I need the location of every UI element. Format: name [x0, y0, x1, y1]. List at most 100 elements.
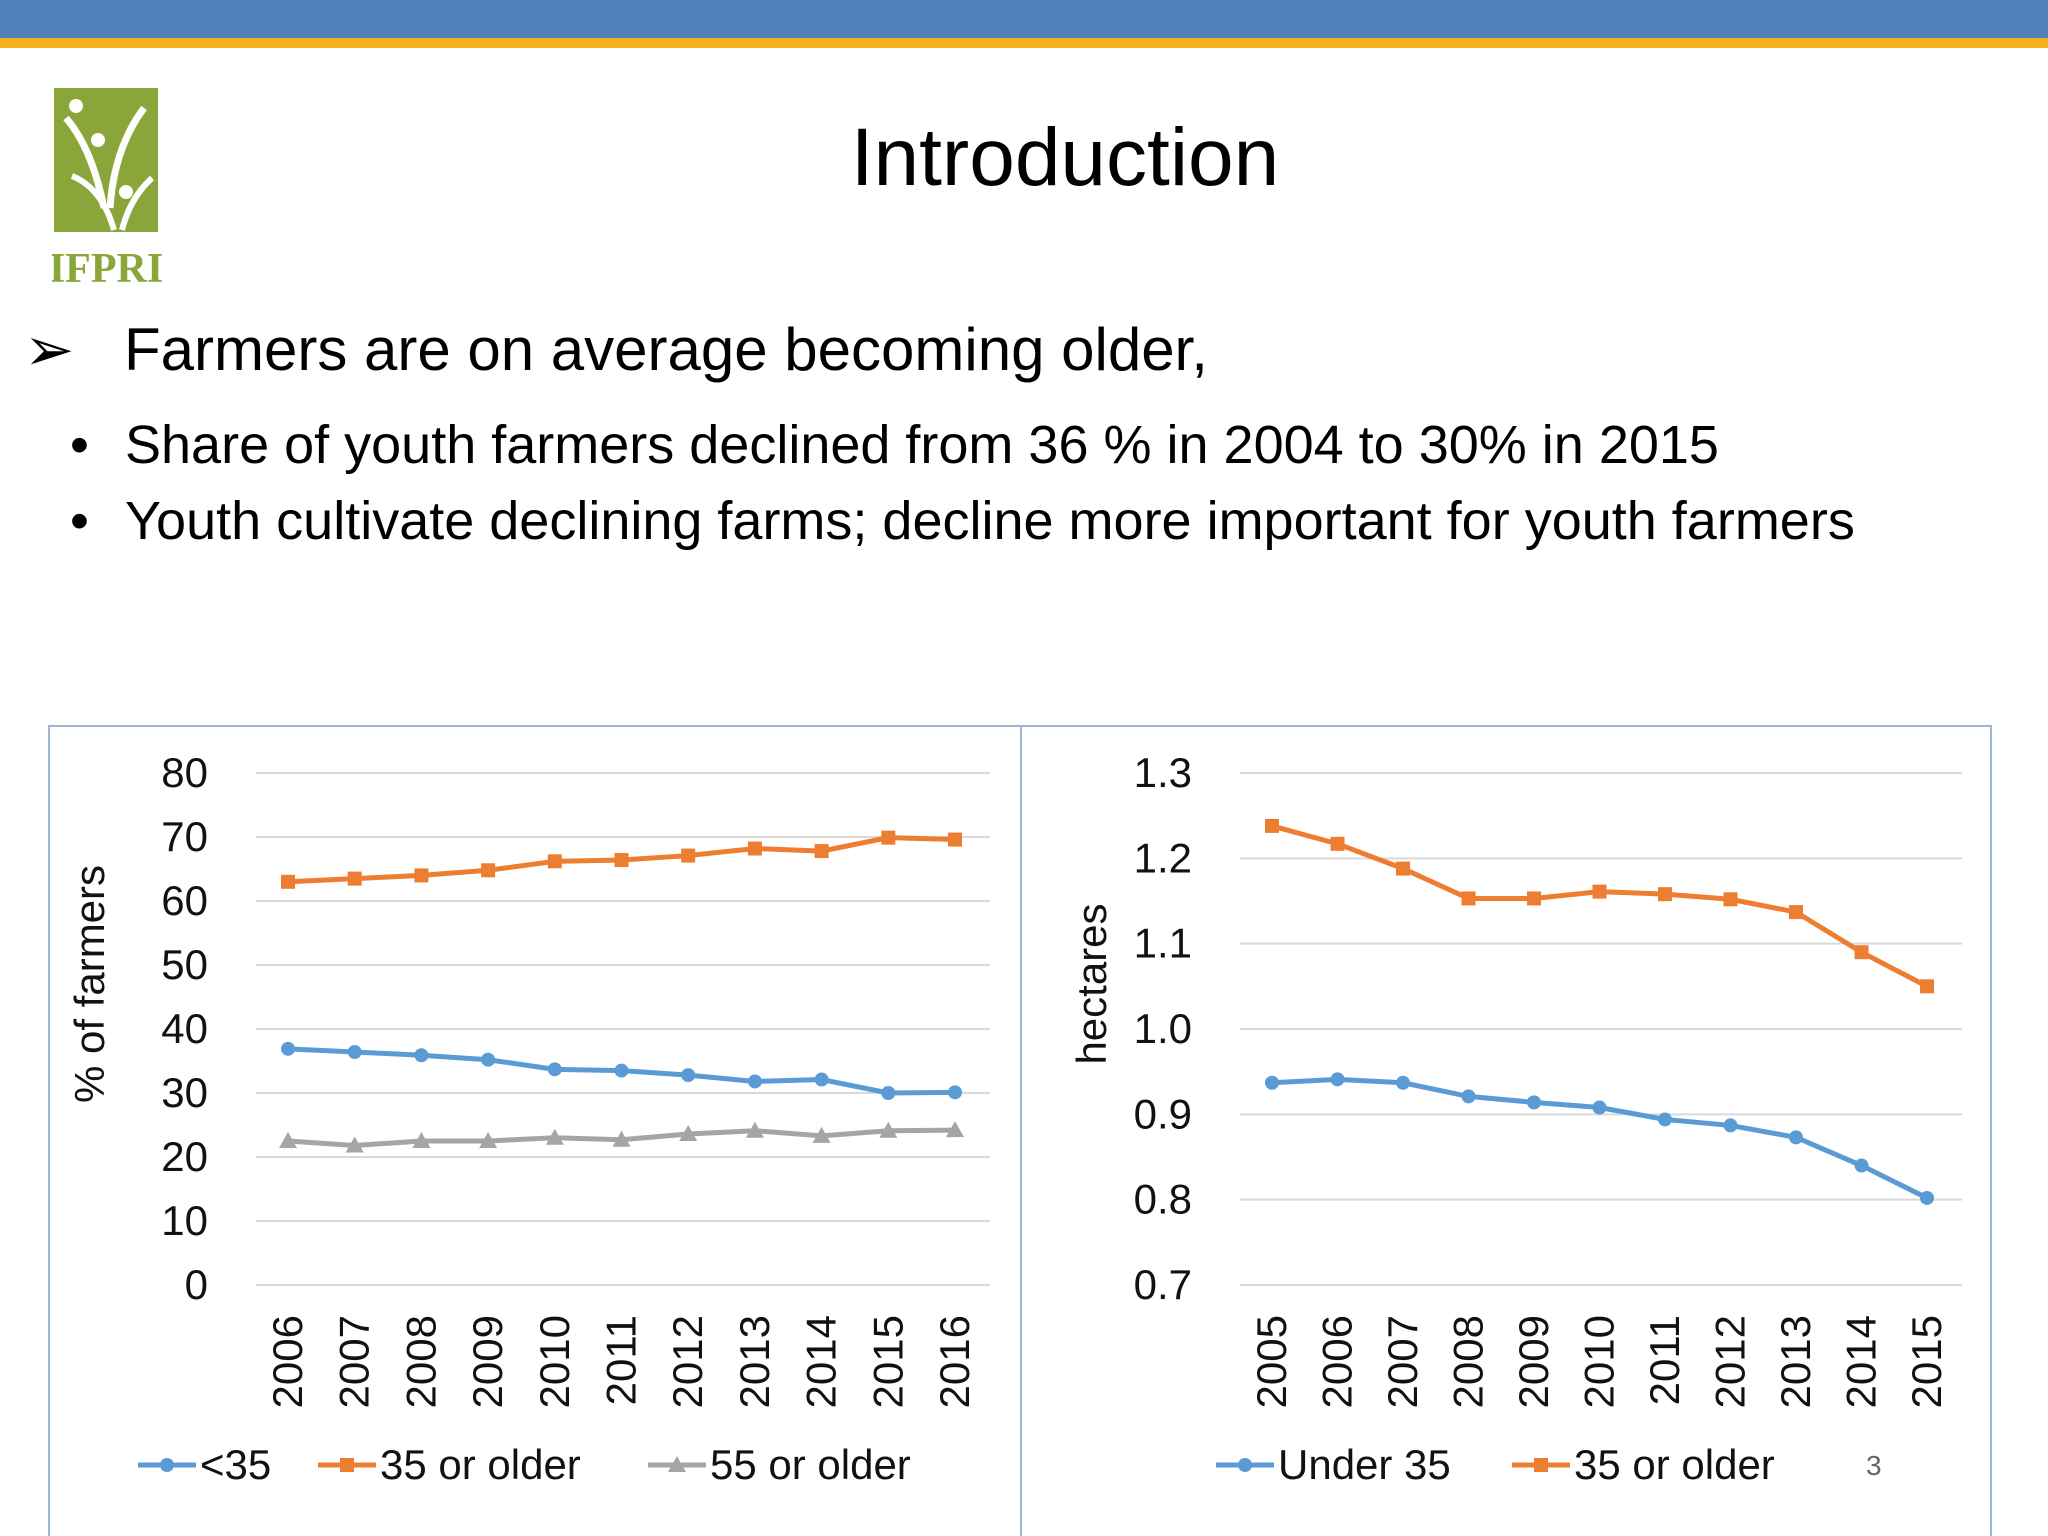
x-tick-label: 2013: [1772, 1315, 1819, 1408]
data-point: [547, 1062, 562, 1077]
legend-label: 35 or older: [380, 1441, 581, 1488]
data-point: [547, 854, 562, 869]
data-point: [614, 1063, 629, 1078]
data-point: [881, 1086, 896, 1100]
data-point: [681, 848, 696, 863]
y-tick-label: 20: [161, 1133, 208, 1180]
series-line: [1271, 1076, 1929, 1201]
x-tick-label: 2007: [1379, 1315, 1426, 1408]
x-tick-label: 2005: [1248, 1315, 1295, 1408]
main-bullet: ➢ Farmers are on average becoming older,: [24, 312, 1208, 388]
y-tick-label: 50: [161, 941, 208, 988]
y-tick-label: 80: [161, 749, 208, 796]
data-point: [1527, 891, 1541, 906]
data-point: [345, 1136, 364, 1153]
data-point: [812, 1126, 831, 1143]
y-tick-label: 40: [161, 1005, 208, 1052]
legend-marker: [1534, 1458, 1548, 1472]
data-point: [1658, 1112, 1672, 1127]
data-point: [1330, 1072, 1345, 1087]
y-tick-label: 1.1: [1134, 920, 1192, 967]
data-point: [1396, 1075, 1410, 1090]
data-point: [1920, 979, 1934, 994]
data-point: [879, 1121, 898, 1138]
data-point: [481, 863, 496, 878]
y-tick-label: 60: [161, 877, 208, 924]
data-point: [1592, 884, 1607, 899]
sub-bullet: • Youth cultivate declining farms; declin…: [70, 486, 1855, 556]
data-point: [1330, 836, 1345, 851]
data-point: [414, 868, 429, 883]
data-point: [679, 1124, 698, 1141]
x-tick-label: 2010: [1576, 1315, 1623, 1408]
chart-divider: [1020, 725, 1022, 1536]
x-tick-label: 2011: [598, 1315, 645, 1405]
x-tick-label: 2009: [464, 1315, 511, 1408]
legend-label: 55 or older: [710, 1441, 911, 1488]
x-tick-label: 2009: [1510, 1315, 1557, 1408]
legend-marker: [1238, 1458, 1252, 1472]
legend-label: Under 35: [1278, 1441, 1451, 1488]
y-tick-label: 1.0: [1134, 1005, 1192, 1052]
slide-number: 3: [1866, 1450, 1882, 1481]
legend-marker: [160, 1458, 174, 1472]
top-bar: [0, 0, 2048, 38]
y-tick-label: 0.7: [1134, 1261, 1192, 1308]
sub-bullet-text: Youth cultivate declining farms; decline…: [125, 491, 1855, 551]
data-point: [1265, 818, 1279, 833]
data-point: [681, 1068, 696, 1083]
x-tick-label: 2008: [1445, 1315, 1492, 1408]
data-point: [747, 1074, 762, 1089]
data-point: [1265, 1075, 1279, 1090]
y-tick-label: 0.9: [1134, 1090, 1192, 1137]
x-tick-label: 2012: [664, 1315, 711, 1408]
sub-bullet: • Share of youth farmers declined from 36…: [70, 410, 1719, 480]
y-tick-label: 0: [185, 1261, 208, 1308]
x-tick-label: 2014: [1838, 1315, 1885, 1408]
data-point: [948, 1085, 962, 1100]
data-point: [745, 1121, 764, 1138]
x-tick-label: 2012: [1707, 1315, 1754, 1408]
accent-bar: [0, 38, 2048, 48]
y-tick-label: 30: [161, 1069, 208, 1116]
x-tick-label: 2006: [1314, 1315, 1361, 1408]
data-point: [1461, 891, 1476, 906]
data-point: [1461, 1089, 1476, 1104]
legend-marker: [340, 1458, 354, 1472]
y-tick-label: 1.2: [1134, 834, 1192, 881]
farm-size-chart: 0.7 0.8 0.9 1.0 1.1 1.2 1.3 hectares 2005 2006 200…: [1068, 749, 1962, 1488]
y-tick-label: 0.8: [1134, 1176, 1192, 1223]
x-tick-label: 2016: [931, 1315, 978, 1408]
data-point: [279, 1132, 297, 1148]
data-point: [1854, 1158, 1869, 1173]
data-point: [347, 871, 362, 886]
data-point: [1789, 1130, 1803, 1145]
x-tick-label: 2008: [397, 1315, 444, 1408]
data-point: [614, 853, 629, 868]
legend-label: 35 or older: [1574, 1441, 1775, 1488]
data-point: [881, 830, 896, 845]
y-axis-label: hectares: [1068, 903, 1115, 1064]
x-tick-label: 2015: [1903, 1315, 1950, 1408]
y-tick-label: 70: [161, 813, 208, 860]
data-point: [612, 1130, 631, 1147]
ifpri-logo: IFPRI: [52, 88, 162, 288]
y-axis-label: % of farmers: [66, 865, 113, 1103]
bullet-dot-icon: •: [70, 491, 89, 551]
y-tick-label: 10: [161, 1197, 208, 1244]
x-tick-label: 2007: [331, 1315, 378, 1408]
data-point: [1854, 945, 1869, 960]
sub-bullet-text: Share of youth farmers declined from 36 …: [125, 415, 1719, 475]
data-point: [946, 1121, 964, 1138]
data-point: [281, 1041, 295, 1056]
data-point: [545, 1128, 564, 1145]
data-point: [414, 1048, 429, 1063]
data-point: [481, 1052, 496, 1067]
x-tick-label: 2011: [1641, 1315, 1688, 1405]
data-point: [814, 844, 829, 859]
data-point: [1592, 1100, 1607, 1115]
legend-marker: [668, 1456, 686, 1472]
data-point: [814, 1072, 829, 1087]
series-line: [1271, 823, 1929, 989]
data-point: [1789, 905, 1803, 920]
